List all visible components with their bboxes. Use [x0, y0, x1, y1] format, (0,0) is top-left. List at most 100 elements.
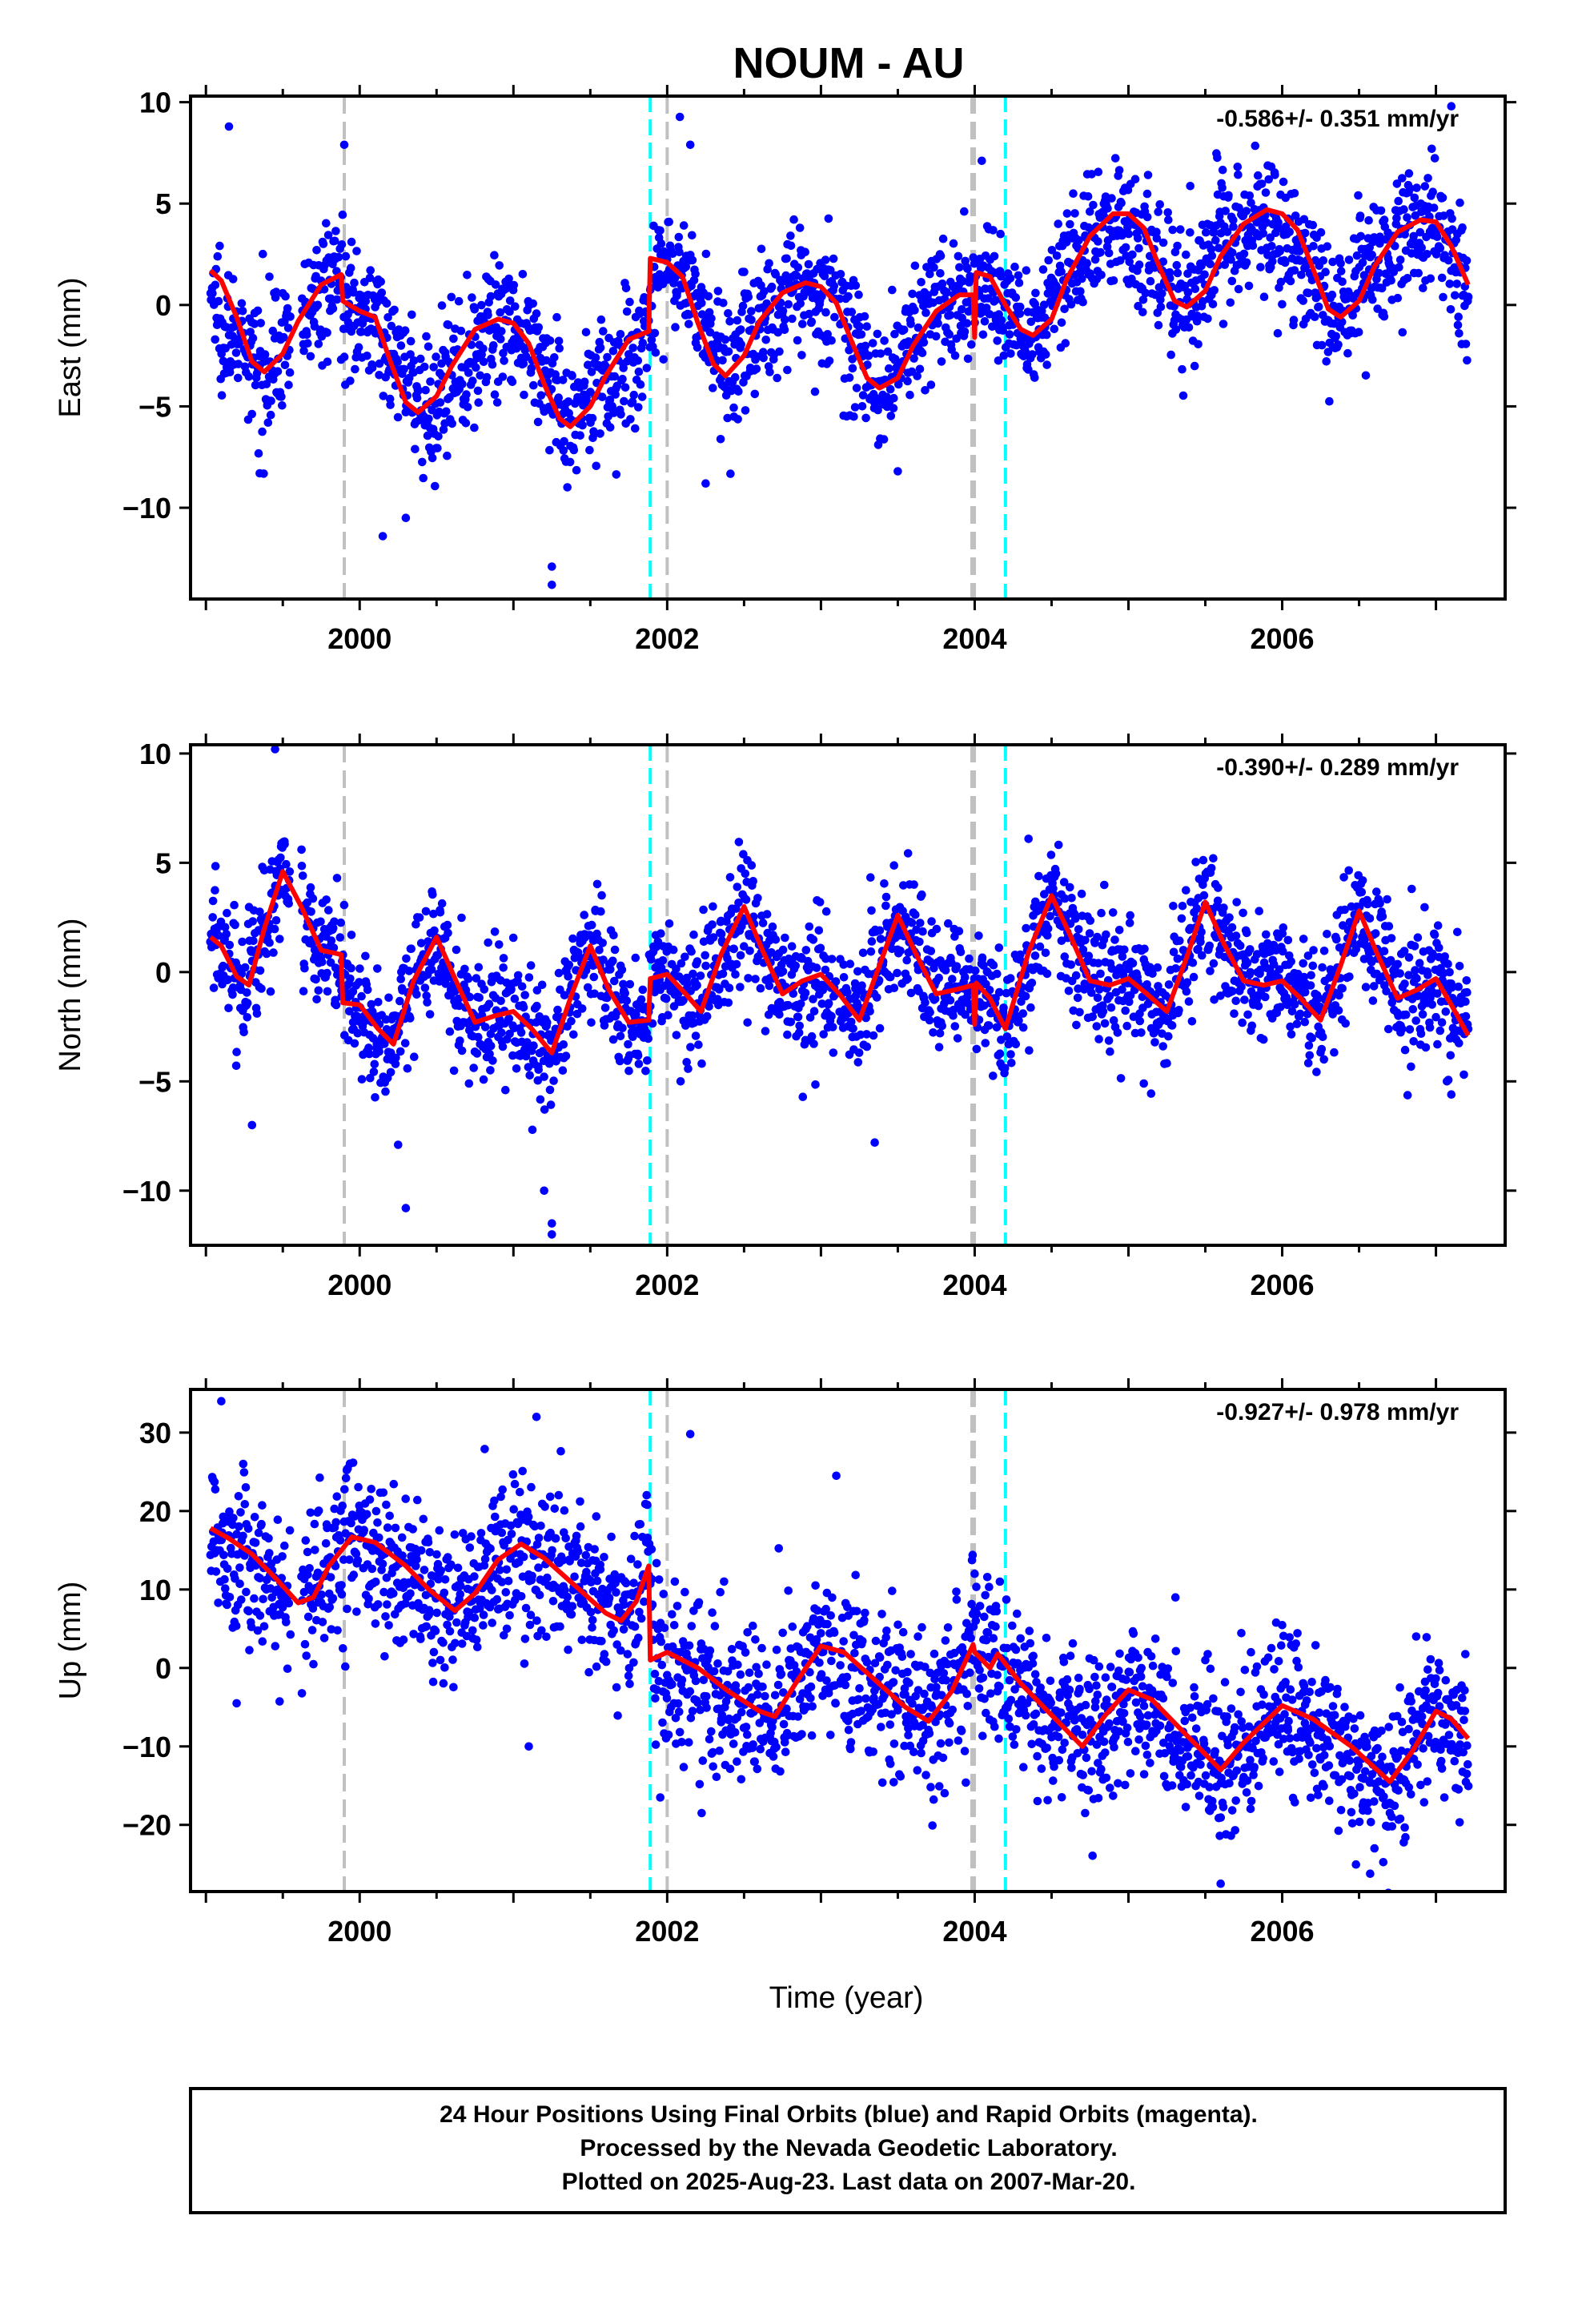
data-point [1309, 242, 1318, 251]
data-point [271, 916, 281, 925]
data-point [1006, 1050, 1015, 1059]
data-point [1368, 295, 1377, 304]
data-point [1264, 175, 1273, 184]
data-point [857, 330, 866, 339]
data-point [1169, 947, 1178, 957]
data-point [305, 1564, 314, 1573]
y-axis-label: North (mm) [54, 918, 87, 1072]
data-point [926, 380, 936, 389]
data-point [1433, 1039, 1442, 1049]
data-point [250, 1513, 259, 1522]
data-point [1429, 203, 1439, 212]
data-point [280, 1541, 289, 1550]
data-point [1128, 959, 1138, 968]
data-point [1368, 996, 1378, 1005]
data-point [360, 1016, 370, 1026]
data-point [921, 386, 930, 395]
data-point [508, 377, 517, 387]
data-point [550, 353, 559, 362]
data-point [314, 1506, 323, 1515]
data-point [462, 390, 471, 399]
data-point [511, 302, 520, 312]
data-point [610, 372, 620, 381]
data-point [587, 920, 596, 930]
data-point [1014, 1016, 1023, 1025]
data-point [724, 309, 733, 318]
data-point [540, 1072, 548, 1081]
data-point [1164, 980, 1174, 989]
data-point [937, 357, 946, 366]
data-point [839, 973, 849, 982]
data-point [687, 947, 696, 956]
data-point [740, 942, 749, 951]
data-point [880, 879, 889, 888]
data-point [1246, 945, 1255, 954]
data-point [1121, 243, 1130, 252]
data-point [658, 956, 668, 965]
data-point [558, 1066, 568, 1075]
data-point [747, 861, 757, 870]
data-point [1443, 1076, 1453, 1084]
data-point [371, 1619, 380, 1628]
data-point [812, 963, 821, 972]
y-tick-label: −5 [139, 1065, 171, 1098]
data-point [960, 207, 969, 216]
data-point [332, 1492, 342, 1501]
data-point [595, 946, 604, 955]
data-point [816, 943, 825, 953]
data-point [821, 907, 831, 916]
data-point [1059, 878, 1069, 887]
data-point [931, 332, 941, 341]
data-point [1097, 908, 1106, 918]
data-point [925, 1015, 934, 1025]
data-point [273, 1585, 282, 1594]
data-point [709, 384, 717, 392]
data-point [533, 1076, 543, 1085]
data-point [549, 1076, 558, 1085]
data-point [616, 330, 625, 339]
data-point [1377, 283, 1387, 293]
data-point [1171, 964, 1180, 973]
data-point [596, 429, 604, 438]
data-point [1061, 339, 1070, 348]
data-point [303, 330, 311, 340]
data-point [1062, 209, 1072, 218]
data-point [350, 1039, 359, 1048]
data-point [954, 927, 964, 935]
data-point [1021, 991, 1030, 1001]
data-point [1231, 931, 1241, 940]
data-point [299, 346, 308, 356]
data-point [1440, 952, 1449, 961]
data-point [1014, 278, 1024, 287]
data-point [548, 1219, 556, 1228]
data-point [643, 1056, 652, 1065]
data-point [1279, 923, 1288, 932]
data-point [251, 1538, 260, 1547]
data-point [224, 1003, 233, 1013]
data-point [424, 414, 433, 424]
data-point [1395, 969, 1404, 978]
data-point [363, 985, 372, 995]
data-point [791, 961, 800, 971]
data-point [974, 931, 983, 940]
data-point [1318, 963, 1327, 972]
data-point [497, 1028, 506, 1037]
data-point [1345, 972, 1354, 981]
data-point [280, 839, 289, 849]
data-point [1398, 1024, 1407, 1034]
data-point [349, 1570, 359, 1579]
data-point [244, 1606, 254, 1616]
data-point [922, 263, 931, 271]
data-point [490, 927, 500, 936]
data-point [665, 217, 673, 227]
data-point [824, 214, 833, 223]
data-point [1307, 971, 1315, 980]
data-point [240, 1500, 250, 1509]
data-point [401, 513, 411, 522]
data-point [1460, 1070, 1468, 1080]
data-point [364, 1043, 373, 1052]
data-point [1089, 200, 1098, 210]
data-point [568, 372, 576, 380]
